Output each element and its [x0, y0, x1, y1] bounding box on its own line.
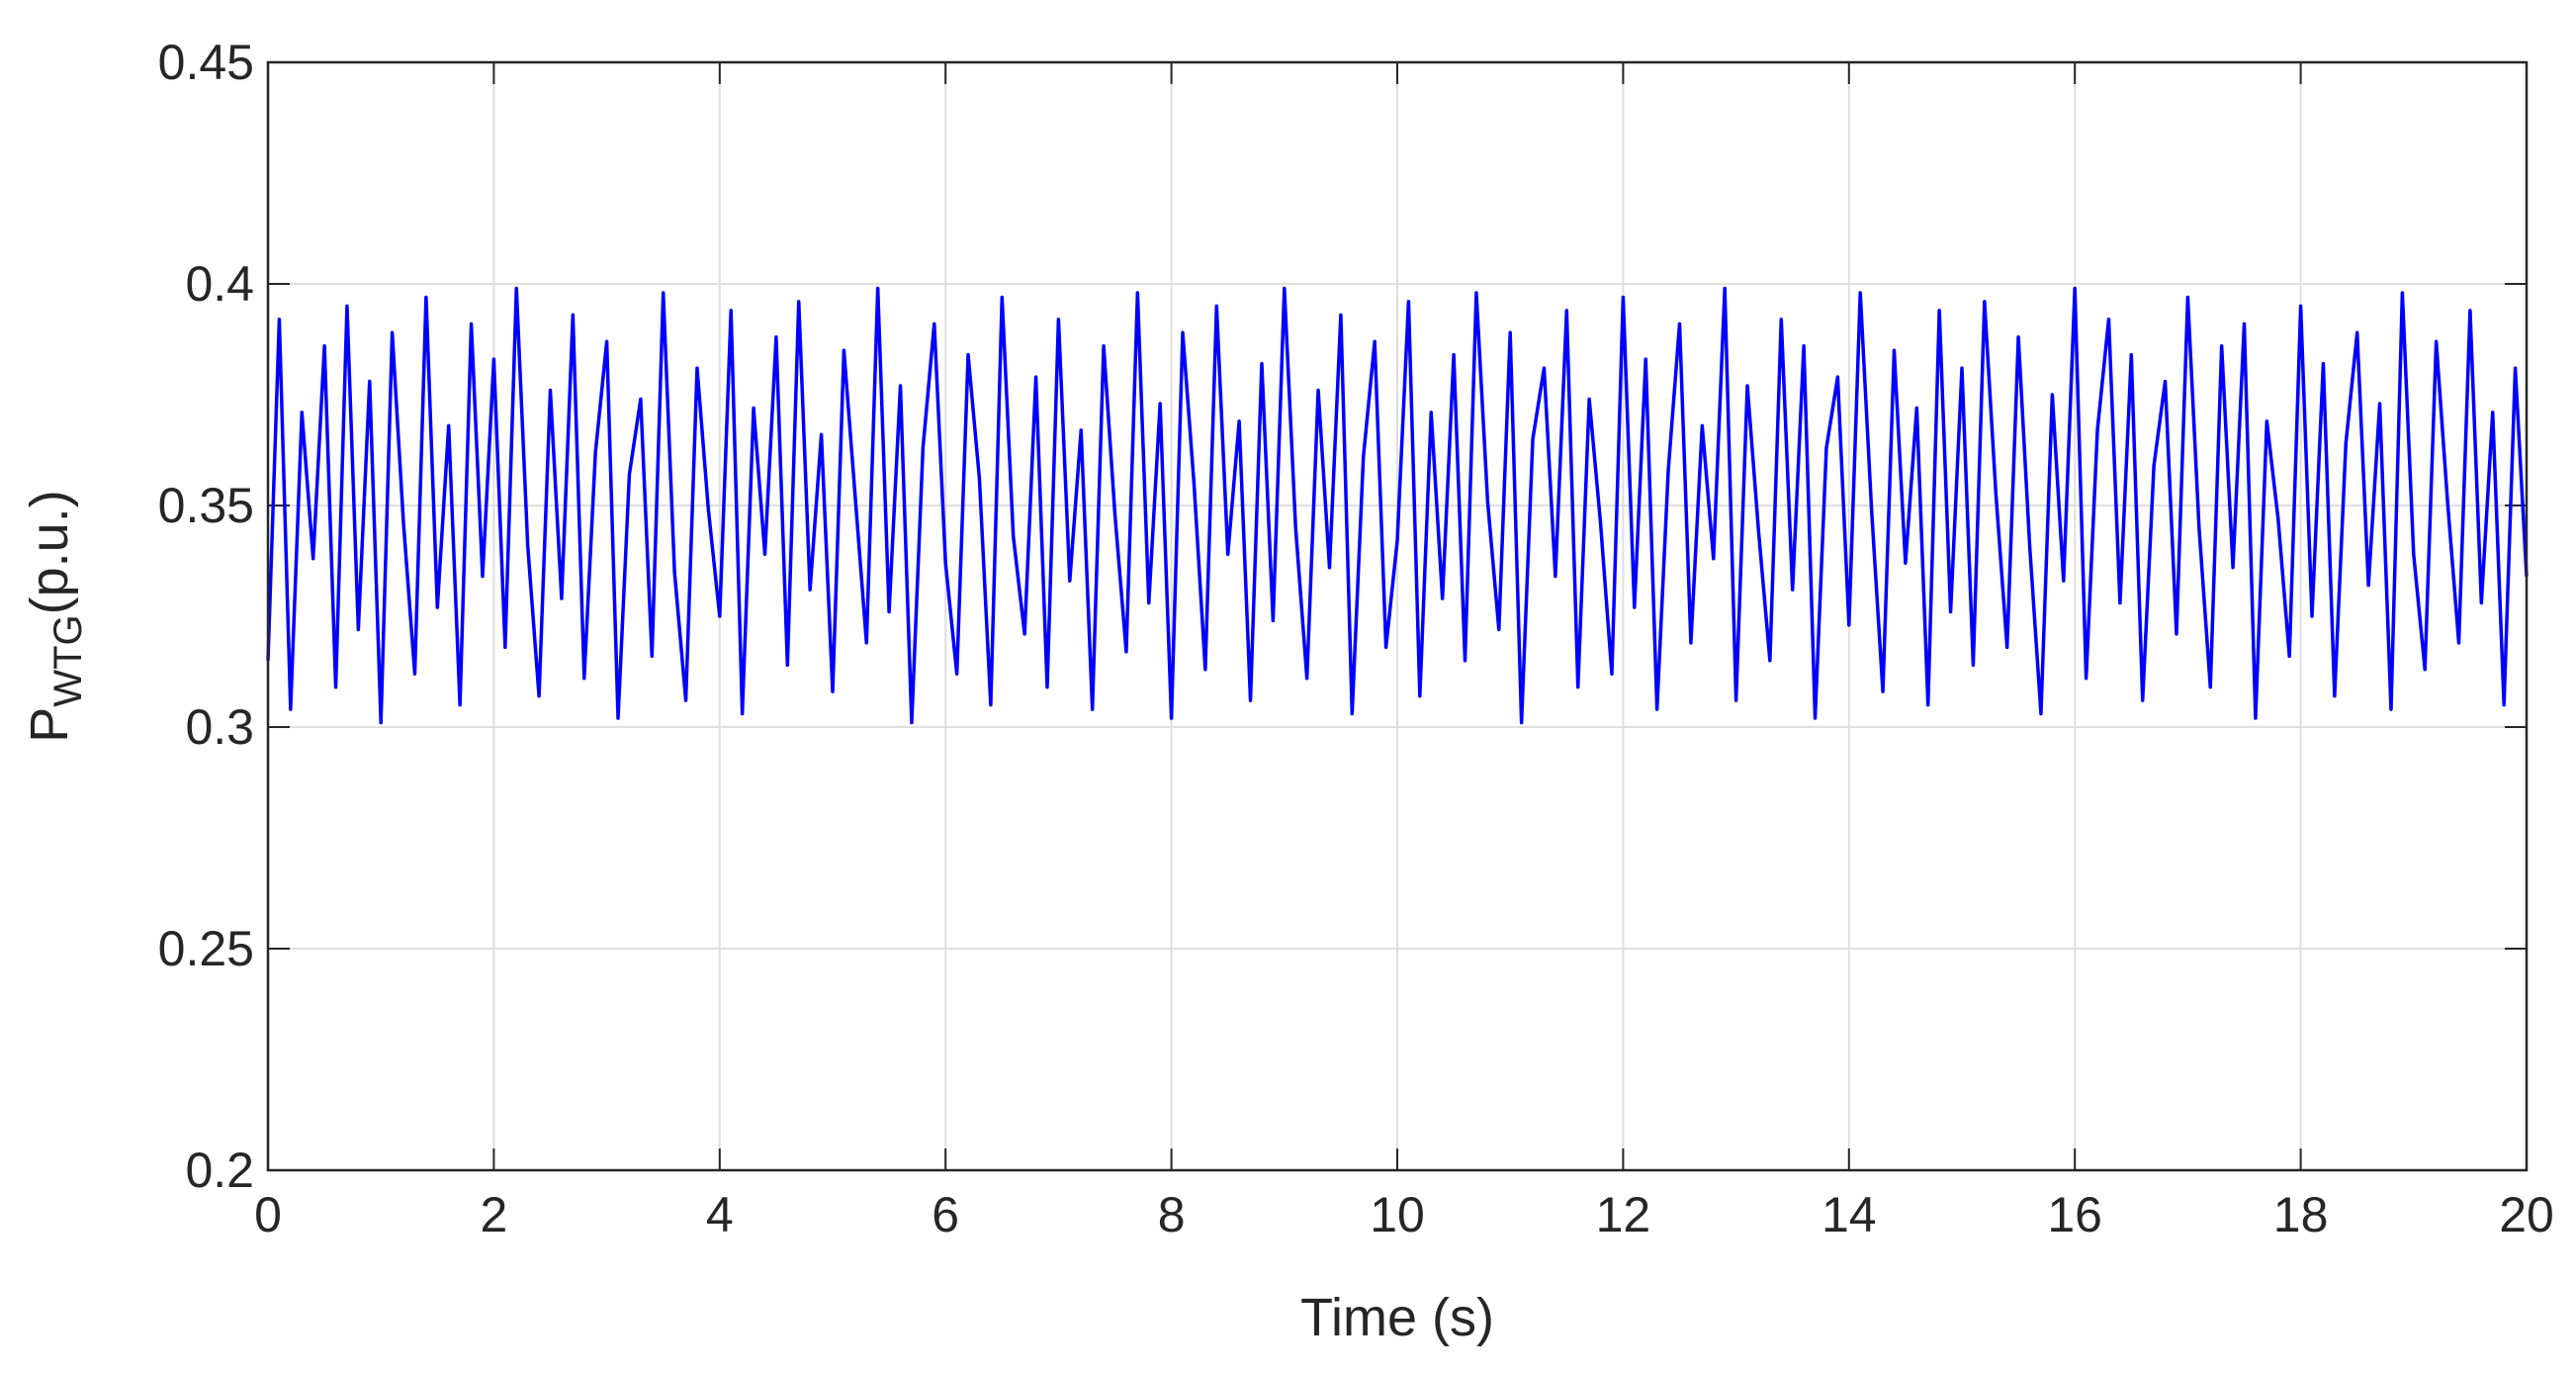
y-tick-label: 0.4 [185, 256, 254, 312]
y-tick-label: 0.2 [185, 1143, 254, 1198]
x-tick-label: 12 [1596, 1187, 1651, 1242]
x-tick-label: 18 [2273, 1187, 2329, 1242]
y-tick-label: 0.3 [185, 699, 254, 755]
y-label-suffix: (p.u.) [20, 490, 79, 614]
y-tick-label: 0.45 [158, 35, 254, 90]
x-tick-label: 16 [2047, 1187, 2102, 1242]
x-tick-label: 14 [1821, 1187, 1877, 1242]
y-label-main: P [20, 707, 79, 743]
y-tick-label: 0.35 [158, 478, 254, 533]
data-line [266, 286, 2529, 725]
y-tick-label: 0.25 [158, 921, 254, 976]
x-tick-label: 20 [2499, 1187, 2554, 1242]
x-tick-label: 0 [254, 1187, 282, 1242]
x-axis-label: Time (s) [1300, 1288, 1494, 1347]
x-tick-label: 8 [1158, 1187, 1186, 1242]
x-tick-label: 6 [932, 1187, 959, 1242]
x-tick-label: 2 [480, 1187, 507, 1242]
axes-box [266, 60, 2529, 1172]
x-tick-label: 4 [706, 1187, 734, 1242]
y-axis-label: PWTG(p.u.) [20, 490, 90, 742]
y-label-sub: WTG [46, 614, 90, 706]
x-tick-label: 10 [1370, 1187, 1425, 1242]
